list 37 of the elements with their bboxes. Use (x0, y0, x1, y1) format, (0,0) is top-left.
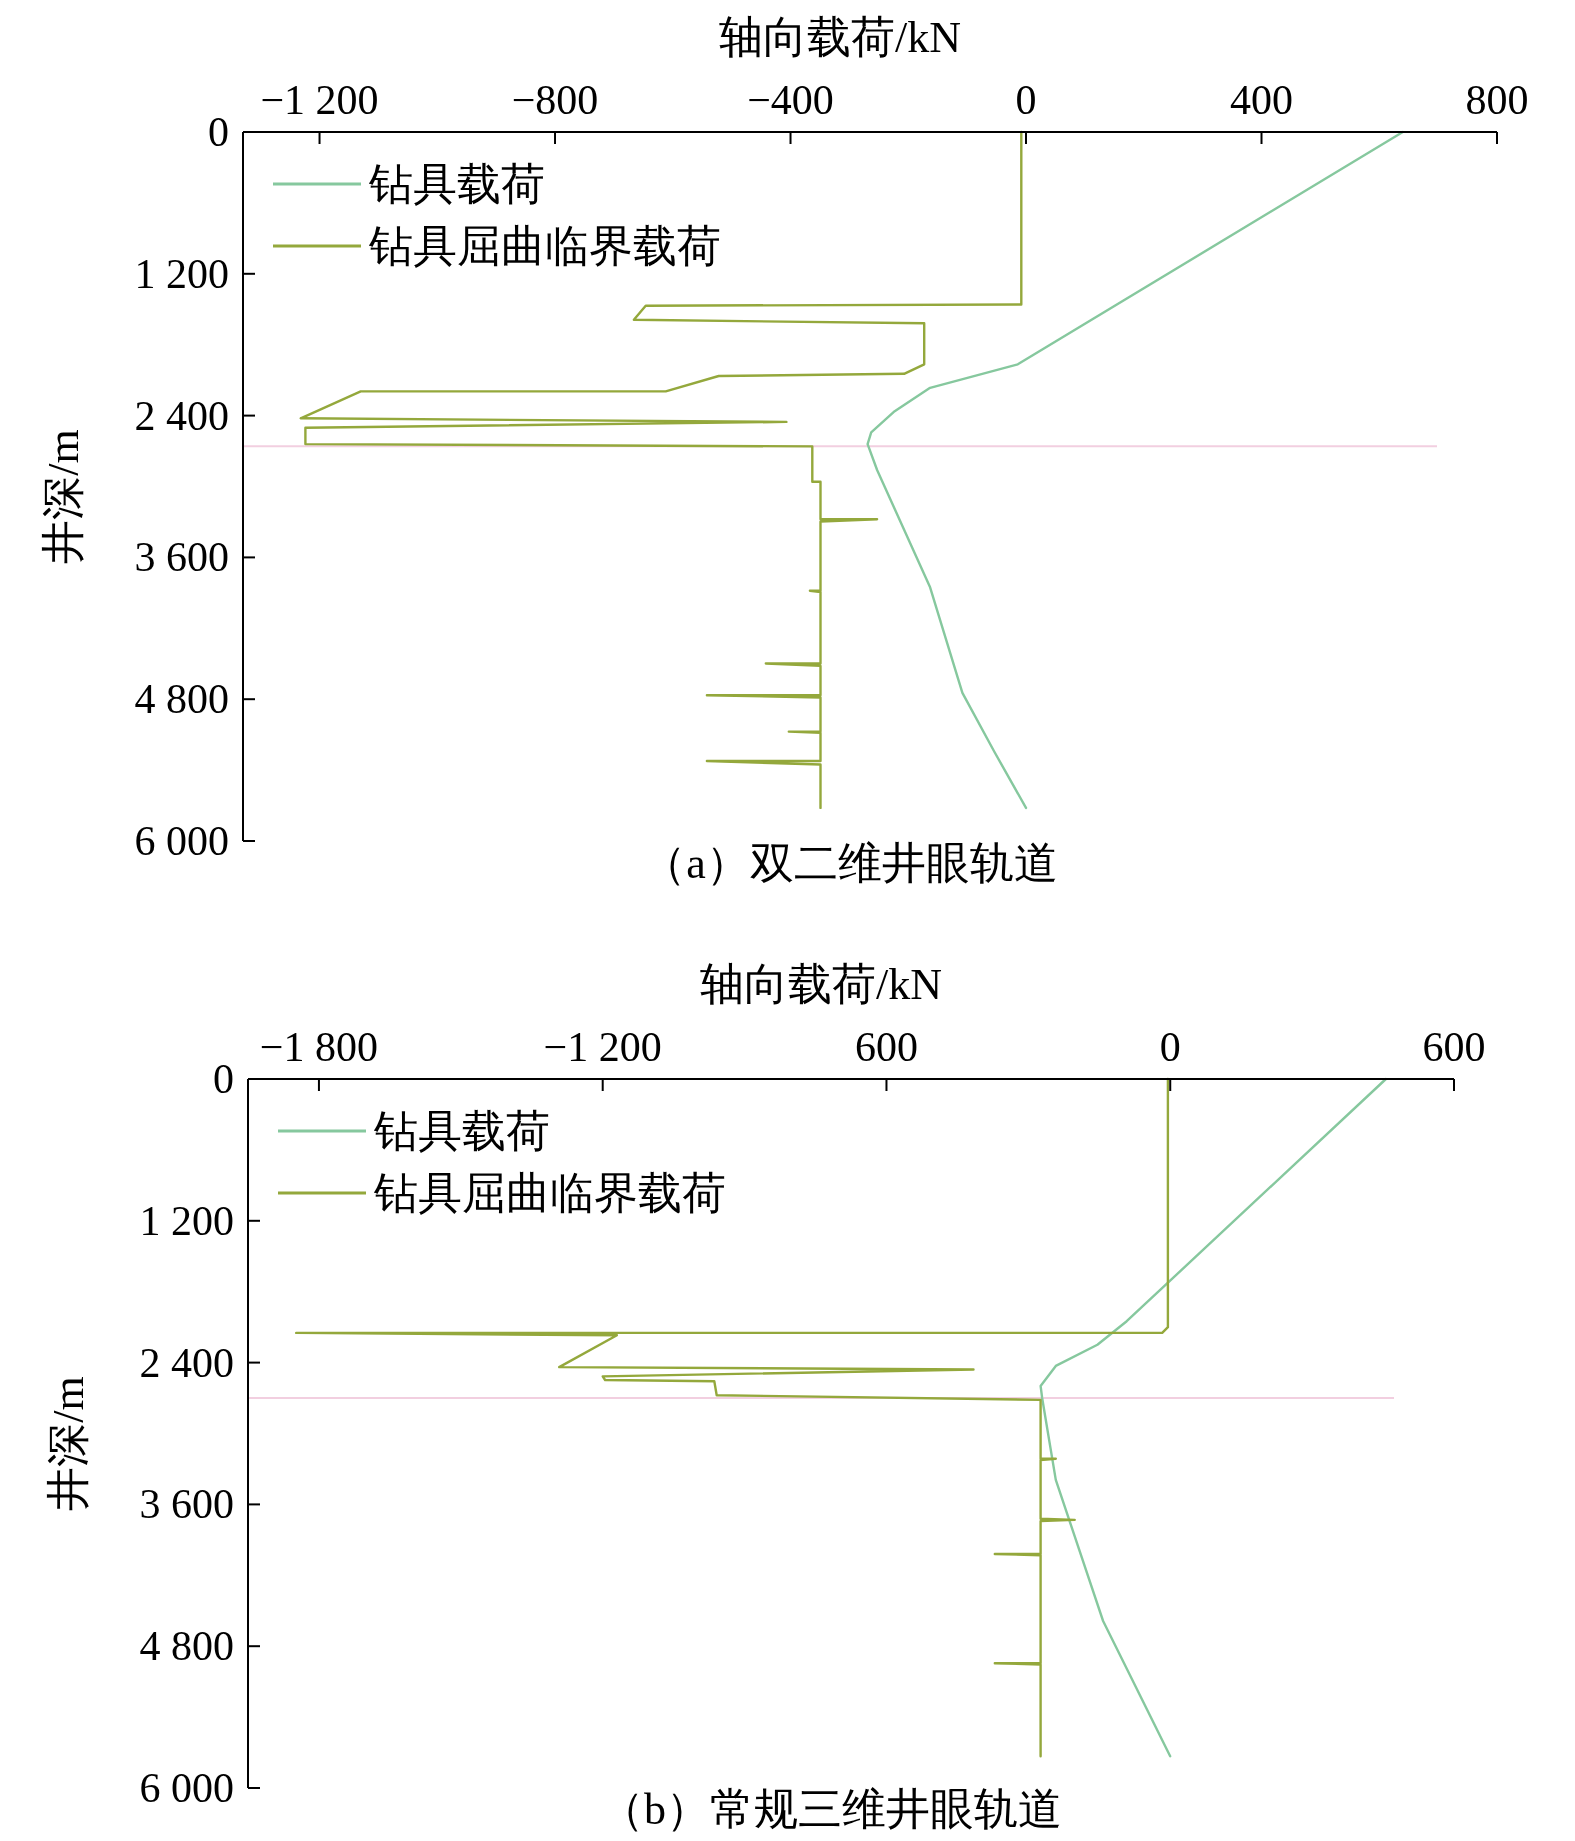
x-axis-title: 轴向载荷/kN (719, 13, 961, 62)
y-tick-label: 1 200 (139, 1197, 234, 1244)
x-tick-label: −1 800 (259, 1024, 379, 1070)
line-series (299, 130, 1023, 810)
y-axis-title: 井深/m (39, 429, 88, 564)
x-tick-label: 600 (1422, 1024, 1486, 1070)
line-series (1039, 1077, 1388, 1758)
x-tick-label: 0 (1015, 77, 1037, 123)
legend-label: 钻具载荷 (368, 160, 545, 209)
y-tick-label: 0 (208, 109, 229, 155)
y-tick-label: 6 000 (134, 818, 229, 864)
y-tick-label: 2 400 (139, 1339, 234, 1386)
x-tick-label: 600 (854, 1024, 918, 1070)
line-series (295, 1077, 1170, 1758)
y-tick-label: 6 000 (139, 1765, 234, 1811)
x-tick-label: −400 (747, 77, 834, 123)
annotation: （b）常规三维井眼轨道 (600, 1785, 1062, 1834)
y-tick-label: 3 600 (139, 1481, 234, 1528)
y-tick-label: 2 400 (134, 392, 229, 439)
x-axis-title: 轴向载荷/kN (700, 960, 942, 1009)
x-tick-label: −1 200 (543, 1024, 662, 1070)
x-tick-label: −800 (511, 77, 599, 123)
y-axis-title: 井深/m (44, 1376, 93, 1511)
x-tick-label: 0 (1159, 1024, 1181, 1070)
x-tick-label: 800 (1465, 77, 1529, 123)
x-tick-label: −1 200 (260, 77, 379, 123)
y-tick-label: 4 800 (134, 676, 229, 723)
y-tick-label: 1 200 (134, 250, 229, 297)
legend-label: 钻具屈曲临界载荷 (368, 222, 721, 271)
annotation: （a）双二维井眼轨道 (642, 839, 1058, 888)
y-tick-label: 0 (213, 1056, 234, 1102)
legend-label: 钻具载荷 (373, 1107, 550, 1156)
line-series (866, 130, 1404, 810)
y-tick-label: 3 600 (134, 534, 229, 581)
x-tick-label: 400 (1230, 77, 1294, 123)
legend-label: 钻具屈曲临界载荷 (373, 1169, 726, 1218)
y-tick-label: 4 800 (139, 1623, 234, 1670)
